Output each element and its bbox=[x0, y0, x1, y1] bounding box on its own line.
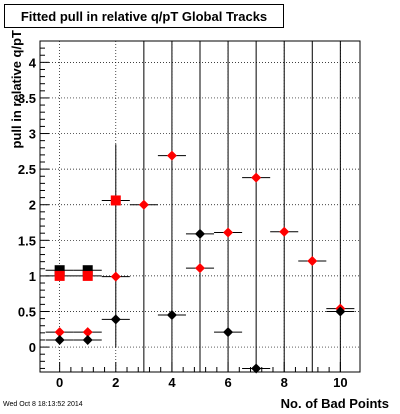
y-axis-label: pull in relative q/pT bbox=[9, 30, 24, 149]
y-tick-label: 4 bbox=[29, 55, 37, 70]
diamond-marker bbox=[166, 310, 177, 321]
diamond-marker bbox=[138, 199, 149, 210]
x-tick-label: 2 bbox=[112, 375, 119, 390]
x-tick-label: 8 bbox=[281, 375, 288, 390]
x-tick-label: 4 bbox=[168, 375, 176, 390]
square-marker bbox=[54, 265, 65, 276]
diamond-marker bbox=[166, 150, 177, 161]
y-tick-label: 2 bbox=[29, 198, 36, 213]
x-tick-label: 0 bbox=[56, 375, 63, 390]
diamond-marker bbox=[223, 327, 234, 338]
y-tick-label: 0 bbox=[29, 340, 36, 355]
x-tick-label: 10 bbox=[333, 375, 347, 390]
diamond-marker bbox=[110, 314, 121, 325]
diamond-marker bbox=[251, 363, 262, 374]
diamond-marker bbox=[54, 334, 65, 345]
diamond-marker bbox=[307, 255, 318, 266]
y-tick-label: 1.5 bbox=[18, 233, 36, 248]
date-stamp: Wed Oct 8 18:13:52 2014 bbox=[3, 401, 83, 408]
chart-title-box: Fitted pull in relative q/pT Global Trac… bbox=[4, 4, 284, 28]
x-axis-label: No. of Bad Points bbox=[281, 396, 389, 411]
square-marker bbox=[82, 265, 93, 276]
y-tick-label: 3.5 bbox=[18, 91, 36, 106]
chart-title: Fitted pull in relative q/pT Global Trac… bbox=[20, 9, 268, 24]
plot-frame bbox=[39, 40, 361, 373]
square-marker bbox=[82, 270, 93, 281]
square-marker bbox=[110, 195, 121, 206]
square-marker bbox=[54, 270, 65, 281]
diamond-marker bbox=[223, 227, 234, 238]
error-bars bbox=[45, 41, 355, 372]
diamond-marker bbox=[251, 172, 262, 183]
diamond-marker bbox=[335, 306, 346, 317]
y-tick-label: 2.5 bbox=[18, 162, 36, 177]
diamond-marker bbox=[82, 327, 93, 338]
diamond-marker bbox=[195, 228, 205, 239]
diamond-marker bbox=[279, 226, 290, 237]
y-tick-label: 1 bbox=[29, 269, 36, 284]
diamond-marker bbox=[195, 263, 205, 274]
x-tick-label: 6 bbox=[224, 375, 231, 390]
y-tick-label: 3 bbox=[29, 127, 36, 142]
diamond-marker bbox=[82, 334, 93, 345]
diamond-marker bbox=[110, 271, 121, 282]
y-tick-label: 0.5 bbox=[18, 304, 36, 319]
axes: 0 0.5 1 1.5 2 2.5 3 3.5 4 0 2 4 6 8 10 bbox=[18, 40, 361, 390]
data-markers bbox=[54, 150, 346, 374]
diamond-marker bbox=[54, 327, 65, 338]
